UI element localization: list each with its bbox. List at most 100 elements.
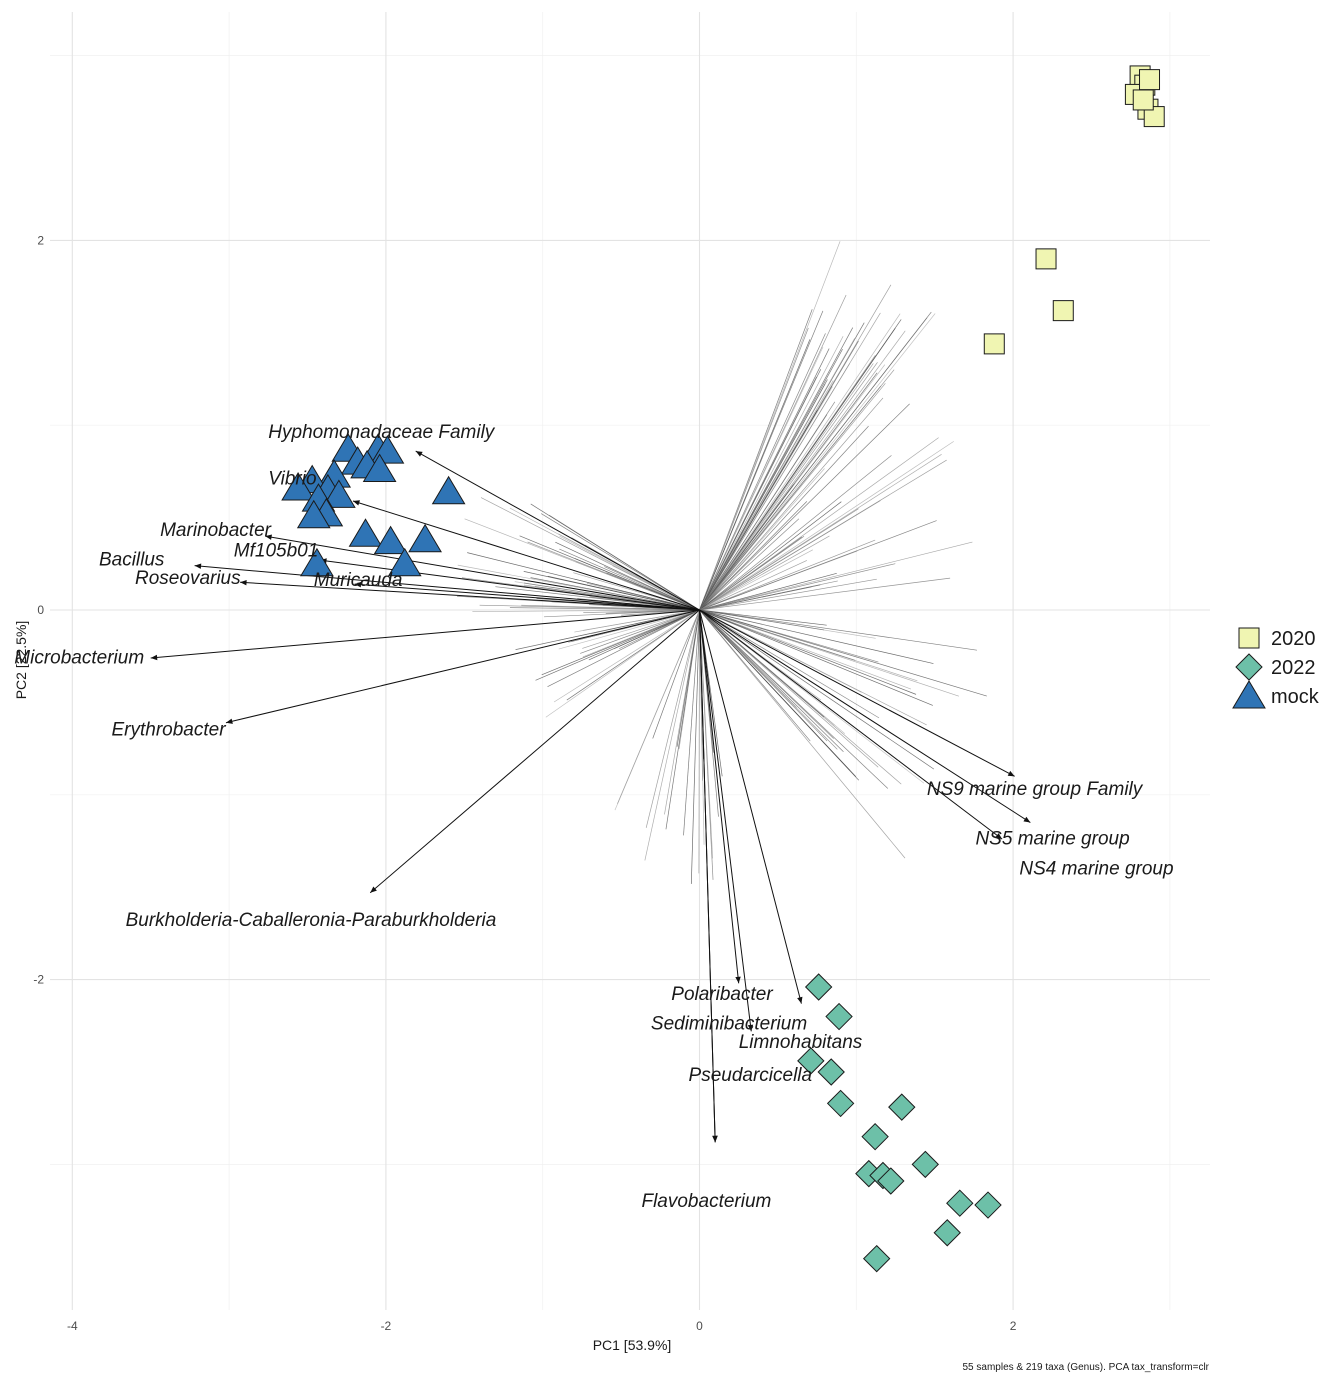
minor-loading-arrow [699, 369, 895, 611]
minor-loading-arrow [699, 336, 844, 611]
minor-loading-arrow [699, 459, 947, 611]
minor-loading-arrow [699, 541, 973, 611]
minor-loading-arrow [699, 518, 800, 611]
taxon-labels: Hyphomonadaceae Family Vibrio Marinobacter… [14, 422, 1173, 1212]
minor-loading-arrow [699, 501, 808, 611]
arrowhead [150, 654, 158, 661]
minor-loading-arrow [699, 369, 822, 611]
taxon-label: Bacillus [99, 550, 165, 571]
point-2022 [877, 1167, 905, 1195]
minor-loading-arrow [509, 607, 700, 611]
taxon-label: Microbacterium [14, 648, 144, 669]
minor-loading-arrow [699, 339, 811, 611]
arrowhead [225, 718, 233, 724]
point-2022 [974, 1191, 1002, 1219]
point-mock [373, 525, 408, 555]
minor-loading-arrow [553, 609, 700, 703]
minor-loading-arrow [699, 572, 837, 611]
minor-loading-arrow [559, 548, 700, 611]
arrowhead [240, 579, 247, 586]
minor-loading-arrow [699, 609, 834, 739]
minor-loading-arrow [467, 552, 700, 611]
minor-loading-arrow [664, 609, 700, 815]
minor-loading-arrow [582, 609, 700, 658]
taxon-label: Erythrobacter [112, 720, 227, 741]
loading-arrow [319, 559, 700, 611]
taxon-label: Pseudarcicella [689, 1065, 813, 1086]
taxon-label: Polaribacter [671, 984, 773, 1005]
taxon-label: Limnohabitans [739, 1032, 863, 1053]
legend-key-mock [1232, 680, 1266, 709]
point-mock [281, 472, 315, 501]
minor-loading-arrow [699, 609, 935, 770]
minor-loading-arrow [699, 437, 939, 611]
minor-loading-arrow [645, 609, 700, 828]
point-2020 [1052, 300, 1074, 322]
y-axis-title: PC2 [22.5%] [13, 621, 29, 700]
arrowhead [352, 500, 360, 506]
legend-label: 2020 [1271, 628, 1316, 650]
minor-loading-arrow [699, 241, 841, 611]
minor-loading-arrows [457, 241, 987, 884]
minor-loading-arrow [699, 609, 844, 752]
arrowhead [747, 1024, 754, 1032]
y-tick-label: 2 [37, 233, 44, 247]
taxon-label: Muricauda [314, 570, 403, 591]
minor-loading-arrow [699, 337, 856, 611]
point-mock [362, 453, 397, 483]
loading-arrow [240, 581, 700, 611]
point-2022 [888, 1093, 916, 1121]
taxon-label: NS4 marine group [1019, 858, 1173, 879]
minor-loading-arrow [530, 503, 700, 611]
legend-label: 2022 [1271, 657, 1316, 679]
arrowhead [265, 534, 272, 540]
minor-loading-arrow [699, 549, 813, 611]
minor-loading-arrow [699, 578, 877, 611]
minor-loading-arrow [472, 609, 700, 612]
minor-loading-arrow [644, 609, 700, 861]
minor-loading-arrow [523, 571, 700, 611]
minor-loading-arrow [665, 609, 700, 830]
loading-arrow [699, 609, 752, 1032]
loading-arrow [225, 609, 700, 724]
minor-loading-arrow [699, 409, 818, 611]
sample-points [281, 65, 1165, 1273]
point-mock [348, 518, 383, 547]
point-2022 [862, 1244, 891, 1273]
taxon-label: Flavobacterium [641, 1191, 771, 1212]
minor-loading-arrow [535, 609, 700, 681]
point-2022 [911, 1150, 939, 1179]
taxon-label: Mf105b01 [234, 540, 319, 561]
minor-loading-arrow [699, 609, 825, 718]
minor-loading-arrow [699, 363, 874, 611]
minor-loading-arrow [540, 513, 700, 611]
point-2022 [861, 1122, 889, 1151]
loading-arrow [699, 609, 802, 1004]
minor-loading-arrow [619, 609, 700, 650]
minor-loading-arrow [699, 483, 795, 611]
minor-loading-arrow [699, 453, 942, 611]
minor-loading-arrow [699, 346, 824, 611]
arrowhead [194, 563, 202, 569]
minor-loading-arrow [699, 535, 830, 611]
taxon-label: Burkholderia-Caballeronia-Paraburkholder… [126, 910, 497, 931]
minor-loading-arrow [699, 539, 876, 611]
taxon-label: Vibrio [268, 468, 316, 489]
minor-loading-arrow [583, 609, 700, 613]
minor-loading-arrow [699, 333, 826, 611]
loading-arrow [699, 609, 1015, 777]
x-axis-ticks: -4 -2 0 2 [67, 1319, 1017, 1333]
loading-arrow [699, 609, 740, 984]
taxon-label: NS5 marine group [975, 829, 1129, 850]
minor-loading-arrow [699, 379, 828, 611]
point-2020 [1143, 106, 1165, 128]
point-mock [300, 547, 334, 577]
minor-loading-arrow [698, 609, 700, 874]
taxon-label: Marinobacter [160, 520, 272, 541]
loading-arrow [369, 609, 700, 894]
minor-loading-arrow [457, 564, 700, 611]
x-tick-label: -2 [381, 1319, 392, 1333]
minor-loading-arrow [699, 560, 808, 611]
loading-arrow [699, 609, 1003, 840]
